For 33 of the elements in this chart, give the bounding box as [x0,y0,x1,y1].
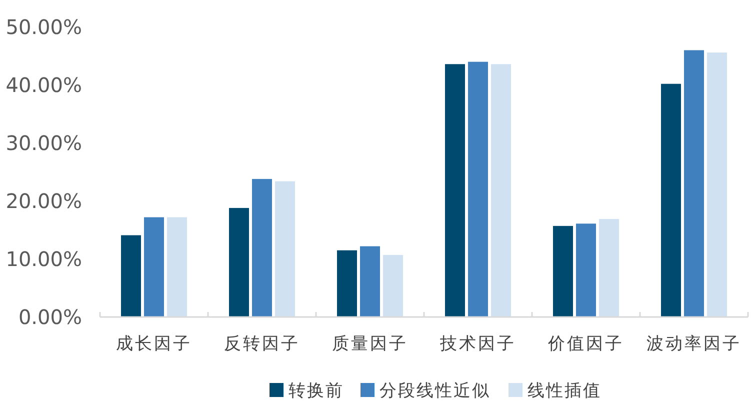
bar [684,50,704,317]
bar [167,217,187,317]
bar [445,64,465,317]
x-tick-label: 波动率因子 [646,334,742,354]
legend-label: 转换前 [288,381,344,401]
bar [275,181,295,317]
bar [252,178,272,317]
x-tick-label: 技术因子 [439,334,516,354]
y-tick-label: 20.00% [6,189,82,213]
bar [491,64,511,317]
x-tick-label: 价值因子 [547,334,624,354]
x-tick-label: 反转因子 [224,334,300,354]
y-tick-label: 10.00% [6,247,82,271]
bar [599,218,619,317]
bar [337,250,357,317]
y-tick-label: 40.00% [6,73,82,97]
bar [707,52,727,317]
bar [229,208,249,317]
y-tick-label: 0.00% [18,305,82,329]
bar [576,224,596,317]
y-tick-label: 30.00% [6,131,82,155]
bar [468,62,488,317]
legend-label: 线性插值 [528,381,602,401]
bar [661,84,681,317]
x-tick-label: 质量因子 [332,334,408,354]
y-tick-label: 50.00% [6,15,82,39]
x-tick-label: 成长因子 [116,334,192,354]
bar [144,217,164,317]
bar [360,246,380,317]
bar [121,235,141,317]
bar [553,226,573,317]
legend-label: 分段线性近似 [380,381,490,401]
bar [383,254,403,317]
